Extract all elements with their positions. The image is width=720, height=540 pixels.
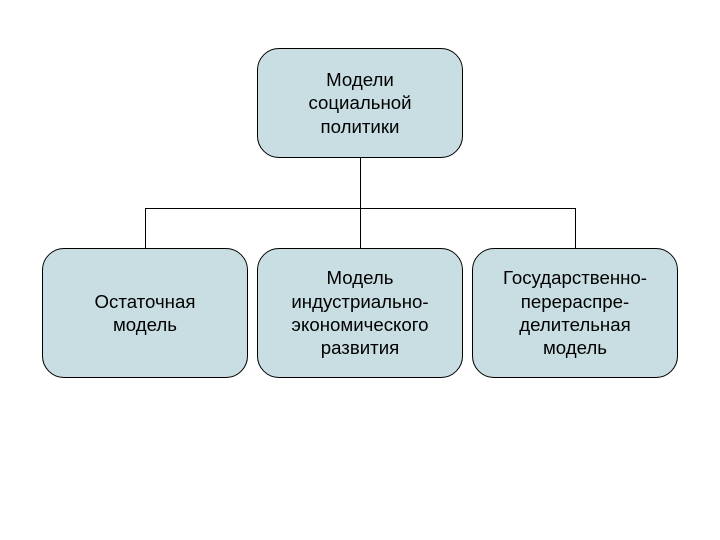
- root-node: Модели социальной политики: [257, 48, 463, 158]
- connector-drop-1: [360, 208, 361, 248]
- connector-drop-2: [575, 208, 576, 248]
- child-label-0: Остаточная модель: [95, 290, 196, 337]
- child-label-2: Государственно- перераспре- делительная …: [503, 266, 647, 359]
- child-node-2: Государственно- перераспре- делительная …: [472, 248, 678, 378]
- diagram-canvas: Модели социальной политики Остаточная мо…: [0, 0, 720, 540]
- connector-trunk: [360, 158, 361, 208]
- connector-drop-0: [145, 208, 146, 248]
- child-node-1: Модель индустриально- экономического раз…: [257, 248, 463, 378]
- child-label-1: Модель индустриально- экономического раз…: [291, 266, 428, 359]
- child-node-0: Остаточная модель: [42, 248, 248, 378]
- root-label: Модели социальной политики: [308, 68, 411, 138]
